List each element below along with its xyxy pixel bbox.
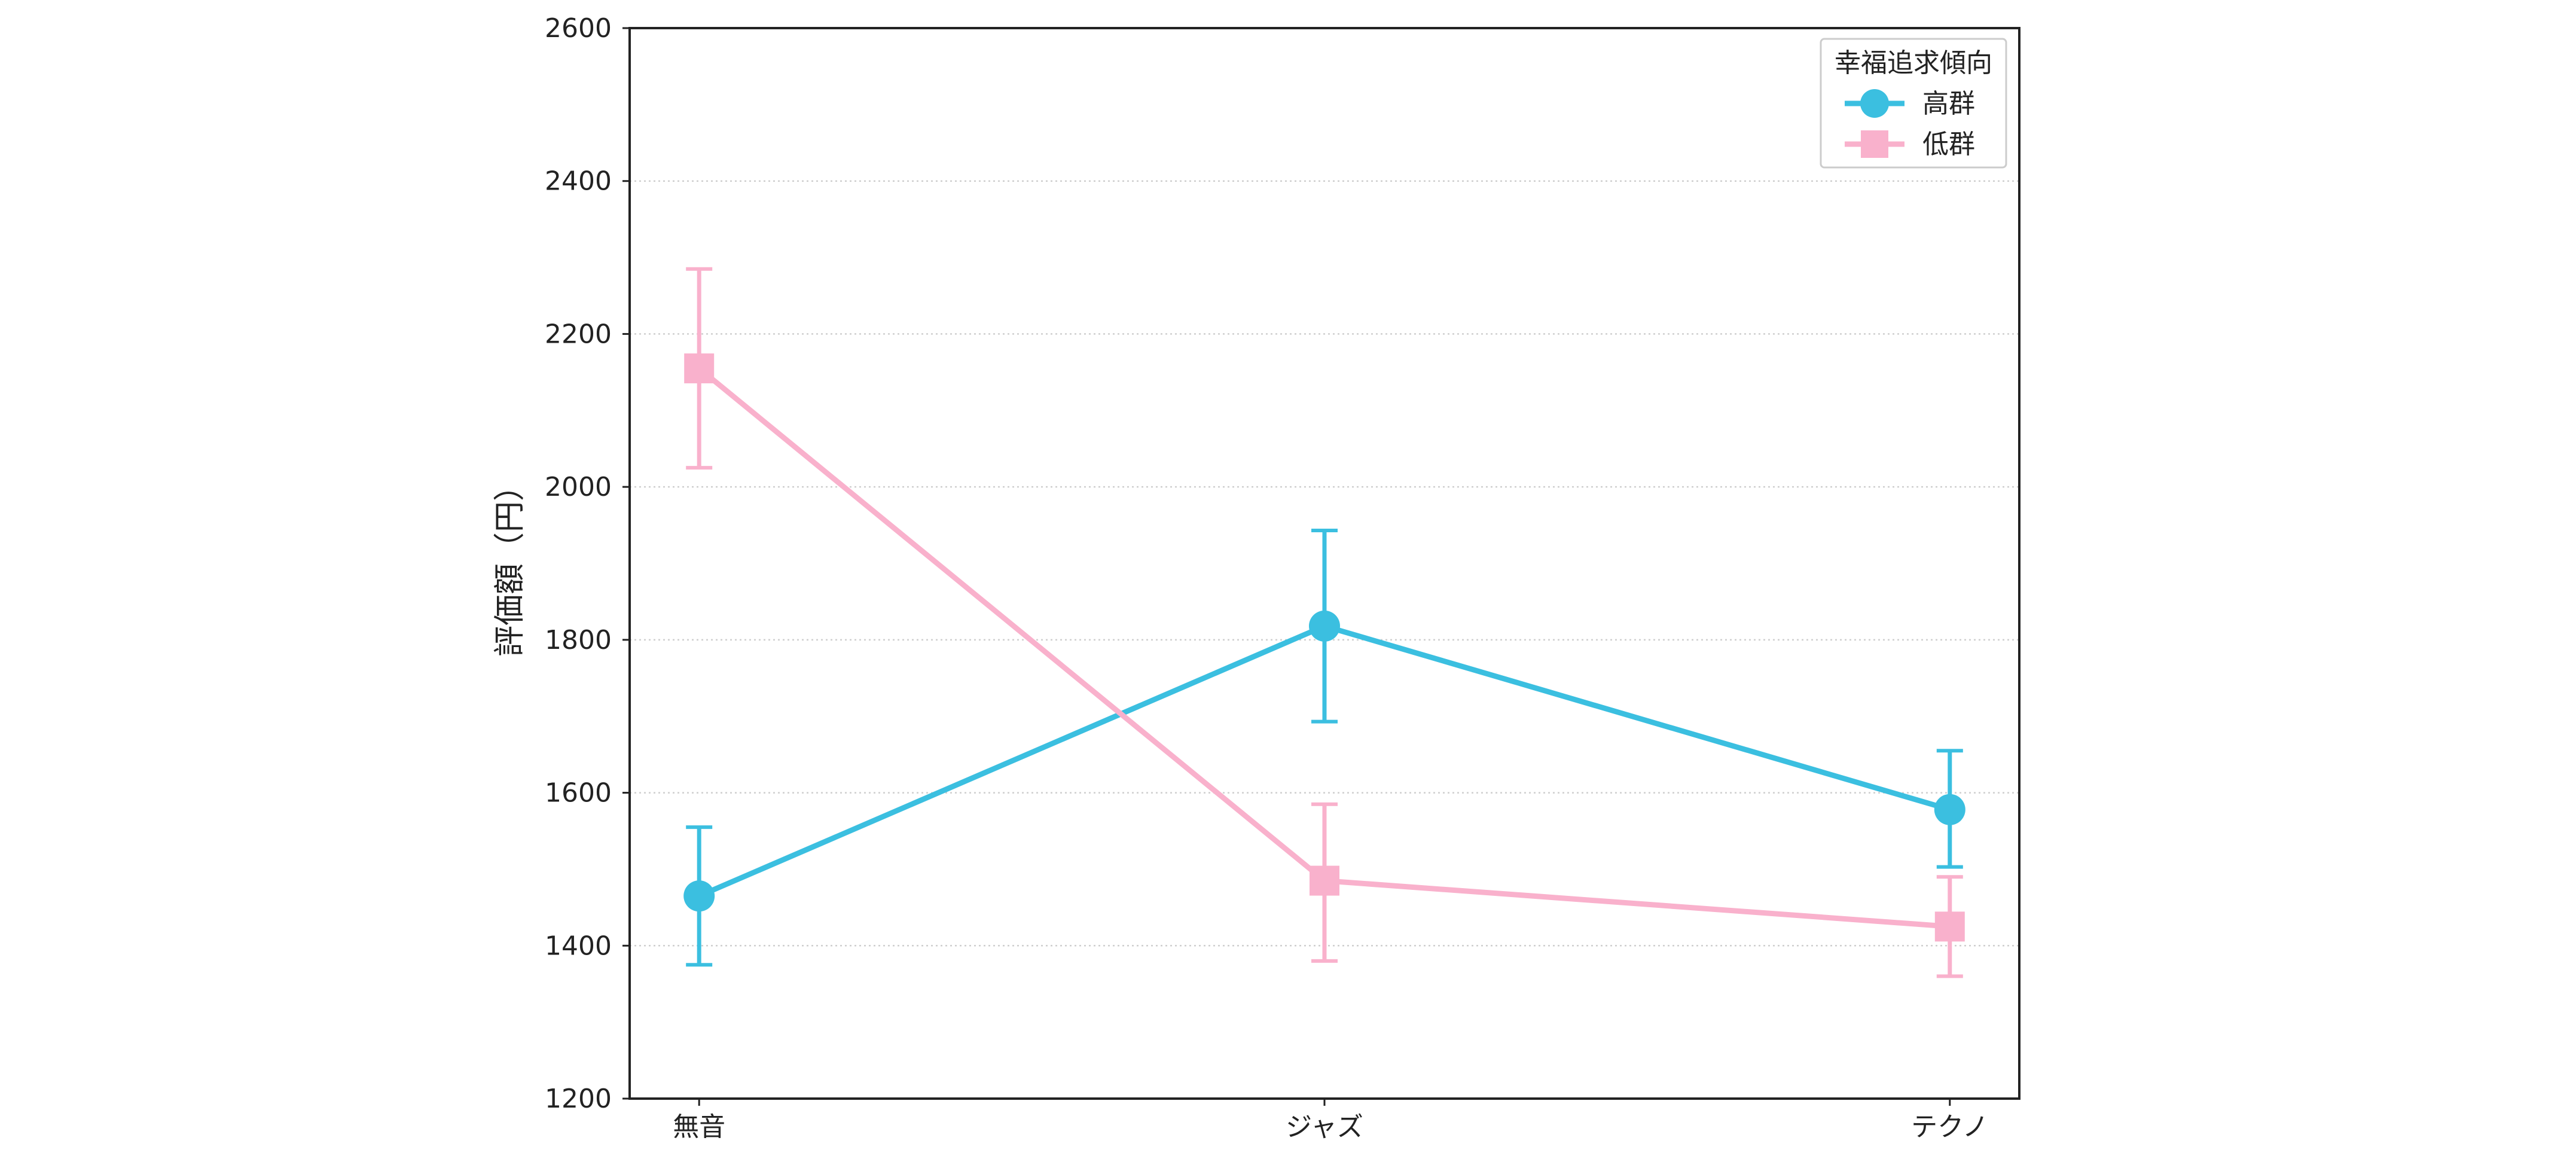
- x-tick-label: 無音: [673, 1112, 725, 1142]
- series-low: [684, 267, 1965, 978]
- data-point: [683, 880, 715, 912]
- data-point: [1309, 610, 1340, 642]
- data-point: [1310, 865, 1339, 896]
- y-tick-label: 2400: [545, 166, 612, 197]
- legend-label: 高群: [1922, 89, 1975, 119]
- y-tick-label: 2600: [545, 13, 612, 44]
- plot-area-frame: [628, 27, 2020, 1100]
- x-axis-ticks: 無音 ジャズ テクノ: [673, 1099, 1988, 1142]
- y-tick-label: 1600: [545, 778, 612, 809]
- y-tick-label: 2200: [545, 319, 612, 349]
- y-axis-ticks: 1200 1400 1600 1800 2000 2200 2400 2600: [545, 13, 630, 1114]
- grid-lines: [630, 180, 2019, 947]
- y-tick-label: 1400: [545, 931, 612, 961]
- y-axis-title: 評価額（円）: [492, 470, 528, 657]
- legend-title: 幸福追求傾向: [1835, 48, 1992, 78]
- legend-marker: [1860, 89, 1889, 118]
- data-point: [1934, 911, 1965, 942]
- x-tick-label: ジャズ: [1286, 1112, 1363, 1142]
- y-tick-label: 1200: [545, 1084, 612, 1114]
- legend-label: 低群: [1922, 129, 1975, 160]
- data-point: [1934, 794, 1965, 825]
- y-tick-label: 1800: [545, 625, 612, 655]
- legend-item: 高群: [1845, 89, 1975, 119]
- data-point: [684, 353, 715, 383]
- legend-marker: [1861, 130, 1888, 158]
- x-tick-label: テクノ: [1911, 1112, 1988, 1142]
- series-layer: [683, 267, 1965, 978]
- legend-item: 低群: [1845, 129, 1975, 160]
- y-tick-label: 2000: [545, 472, 612, 502]
- series-high: [683, 529, 1965, 967]
